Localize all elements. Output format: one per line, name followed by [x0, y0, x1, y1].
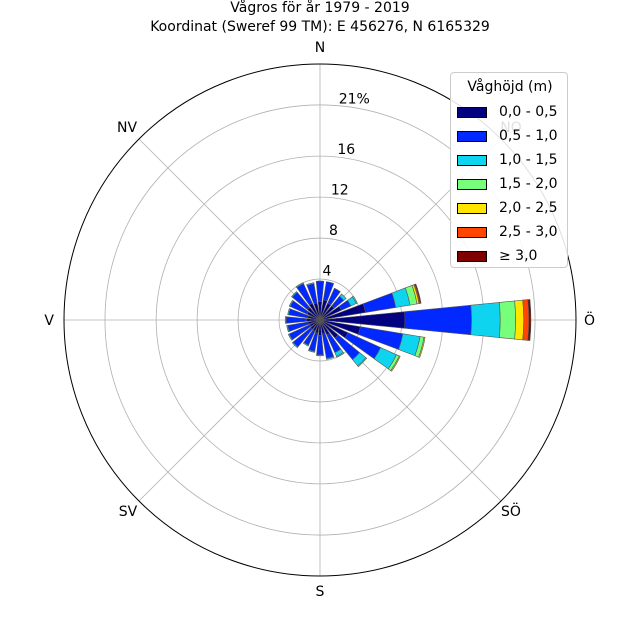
outer-circle — [63, 63, 577, 577]
legend: Våghöjd (m) 0,0 - 0,5 0,5 - 1,0 1,0 - 1,… — [450, 72, 568, 268]
chart-subtitle: Koordinat (Sweref 99 TM): E 456276, N 61… — [150, 19, 490, 35]
bar-segment — [284, 316, 287, 324]
legend-label: 1,0 - 1,5 — [499, 152, 558, 168]
bar-segment — [527, 299, 532, 341]
legend-item: 2,5 - 3,0 — [457, 223, 557, 241]
bar-segment — [514, 299, 525, 341]
bar-segment — [390, 355, 401, 372]
legend-swatch — [457, 226, 487, 238]
bar-segment — [326, 356, 335, 360]
direction-label: V — [44, 313, 54, 329]
bar-segment — [316, 334, 324, 356]
bar-segment — [334, 288, 341, 292]
bar-segment — [357, 357, 368, 368]
legend-swatch — [457, 130, 487, 142]
bar-segment — [315, 280, 325, 302]
direction-label: S — [316, 584, 325, 600]
bar-segment — [295, 282, 304, 288]
legend-label: 2,5 - 3,0 — [499, 224, 558, 240]
bar-segment — [316, 354, 324, 357]
direction-label: SV — [119, 504, 138, 520]
bar-segment — [470, 302, 501, 338]
bar-segment — [522, 299, 530, 341]
chart-title: Vågros för år 1979 - 2019 — [230, 0, 410, 16]
legend-label: 0,5 - 1,0 — [499, 128, 558, 144]
direction-label: NV — [117, 120, 137, 136]
legend-label: 1,5 - 2,0 — [499, 176, 558, 192]
legend-swatch — [457, 202, 487, 214]
grid-spoke — [138, 319, 321, 502]
legend-label: ≥ 3,0 — [499, 248, 538, 264]
radial-tick-label: 12 — [331, 183, 349, 199]
bar-segment — [308, 349, 316, 353]
bar-segment — [285, 316, 308, 324]
legend-swatch — [457, 178, 487, 190]
legend-item: ≥ 3,0 — [457, 247, 537, 265]
legend-swatch — [457, 154, 487, 166]
bar-segment — [362, 292, 397, 313]
legend-item: 1,5 - 2,0 — [457, 175, 557, 193]
legend-item: 1,0 - 1,5 — [457, 151, 557, 169]
bar-segment — [306, 282, 315, 286]
radial-tick-label: 8 — [329, 223, 338, 239]
radial-tick-label: 16 — [337, 142, 355, 158]
legend-swatch — [457, 250, 487, 262]
bar-segment — [352, 295, 358, 304]
bar-segment — [288, 299, 294, 307]
bar-segment — [404, 304, 472, 336]
legend-item: 0,5 - 1,0 — [457, 127, 557, 145]
grid-spoke — [138, 138, 321, 321]
bar-segment — [287, 333, 293, 341]
bar-segment — [499, 300, 516, 340]
bar-segment — [287, 308, 291, 316]
wind-rose-bars — [284, 280, 532, 372]
legend-swatch — [457, 106, 487, 118]
axis-labels: NNOÖSÖSSVVNV48121621% — [44, 40, 595, 600]
legend-label: 0,0 - 0,5 — [499, 104, 558, 120]
bar-segment — [326, 281, 334, 284]
bar-segment — [286, 325, 290, 333]
legend-label: 2,0 - 2,5 — [499, 200, 558, 216]
radial-tick-label: 4 — [323, 264, 332, 280]
bar-segment — [291, 291, 298, 298]
bar-segment — [418, 336, 426, 358]
direction-label: SÖ — [501, 502, 521, 520]
bar-segment — [336, 352, 345, 358]
direction-label: N — [315, 40, 325, 56]
direction-label: Ö — [584, 311, 595, 329]
legend-title: Våghöjd (m) — [467, 79, 553, 95]
bar-segment — [291, 341, 299, 349]
bar-segment — [302, 342, 309, 347]
legend-item: 0,0 - 0,5 — [457, 103, 557, 121]
bar-segment — [339, 293, 347, 301]
bar-segment — [414, 283, 422, 304]
radial-tick-label: 21% — [339, 92, 370, 108]
legend-item: 2,0 - 2,5 — [457, 199, 557, 217]
